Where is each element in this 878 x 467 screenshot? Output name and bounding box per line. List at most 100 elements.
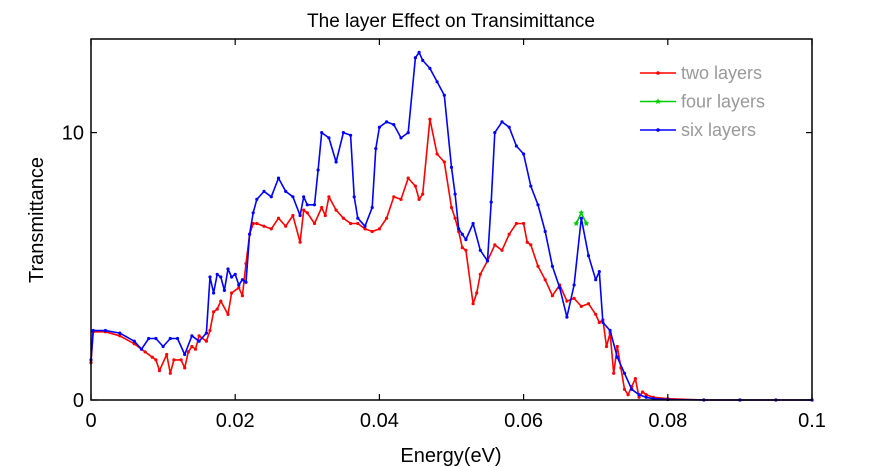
series-point-2-89: [630, 387, 634, 391]
series-point-2-71: [507, 125, 511, 129]
series-point-0-9: [165, 352, 169, 357]
series-point-2-70: [500, 120, 504, 124]
series-point-2-32: [284, 189, 288, 193]
series-point-0-60: [449, 205, 454, 210]
series-point-2-27: [251, 211, 255, 215]
series-point-2-54: [413, 56, 417, 60]
series-point-0-5: [143, 350, 147, 354]
series-point-2-26: [248, 232, 252, 236]
series-point-0-36: [298, 240, 302, 244]
legend-marker-0: [656, 71, 660, 75]
series-point-2-20: [226, 267, 230, 271]
legend-marker-1: [655, 98, 661, 105]
series-point-0-93: [626, 393, 630, 397]
series-point-2-65: [471, 221, 475, 226]
legend-marker-2: [656, 128, 660, 132]
series-point-2-64: [464, 238, 468, 242]
series-point-2-84: [597, 270, 601, 274]
series-point-2-35: [302, 195, 306, 199]
series-point-2-24: [240, 278, 244, 282]
series-point-2-81: [579, 216, 583, 220]
series-point-2-25: [244, 280, 248, 284]
series-point-0-54: [413, 184, 417, 188]
series-point-2-86: [608, 328, 612, 333]
series-1: [573, 209, 590, 227]
series-point-0-48: [370, 229, 374, 234]
series-point-2-88: [622, 371, 627, 375]
series-point-0-76: [536, 264, 540, 268]
series-point-0-58: [435, 152, 439, 156]
series-point-0-65: [471, 302, 475, 306]
series-point-0-21: [215, 307, 219, 311]
series-point-0-32: [269, 227, 273, 231]
series-point-0-12: [179, 358, 183, 362]
series-point-0-70: [500, 248, 504, 252]
series-point-0-83: [586, 302, 591, 306]
legend-item-0: two layers: [640, 63, 762, 83]
series-point-0-71: [507, 232, 511, 236]
legend-label-2: six layers: [681, 120, 756, 140]
series-point-0-30: [255, 221, 259, 226]
series-point-0-11: [172, 358, 176, 362]
series-point-0-95: [633, 377, 638, 381]
x-axis-label: Energy(eV): [400, 445, 501, 467]
series-point-0-35: [291, 213, 295, 218]
series-point-0-33: [276, 216, 281, 220]
series-point-0-20: [212, 310, 216, 314]
series-point-0-10: [168, 371, 172, 375]
x-tick-label-1: 0.02: [216, 410, 255, 432]
series-point-2-56: [421, 58, 425, 63]
series-point-0-89: [612, 371, 616, 375]
series-point-0-78: [550, 294, 555, 298]
series-point-0-97: [641, 390, 645, 394]
series-point-2-15: [208, 275, 212, 279]
series-point-2-45: [356, 216, 360, 220]
series-point-0-87: [604, 344, 609, 349]
series-point-0-41: [323, 213, 327, 218]
series-point-0-17: [197, 334, 201, 338]
series-point-2-67: [485, 259, 490, 263]
series-point-2-69: [493, 131, 497, 135]
series-point-2-40: [327, 136, 331, 140]
series-point-2-29: [262, 189, 266, 193]
legend-label-1: four layers: [681, 92, 765, 112]
series-point-2-38: [316, 168, 320, 172]
series-point-0-56: [421, 192, 425, 196]
series-point-0-53: [406, 176, 410, 180]
series-point-2-22: [233, 272, 237, 276]
series-point-2-51: [392, 123, 396, 127]
series-point-0-81: [572, 296, 576, 300]
series-point-0-64: [464, 248, 468, 252]
series-point-0-42: [327, 195, 331, 199]
series-point-0-46: [356, 221, 360, 226]
series-point-2-44: [352, 195, 356, 199]
series-point-0-67: [478, 272, 482, 276]
series-point-2-57: [428, 66, 432, 70]
series-point-0-50: [385, 216, 389, 220]
series-point-0-24: [230, 291, 234, 295]
series-point-2-13: [197, 339, 201, 343]
series-point-2-19: [222, 288, 226, 292]
series-point-2-68: [489, 200, 493, 204]
series-point-1-1: [578, 209, 585, 216]
series-point-0-7: [154, 358, 158, 362]
series-point-2-34: [298, 213, 302, 218]
series-point-0-13: [183, 366, 187, 370]
series-point-2-52: [399, 136, 403, 140]
series-point-2-36: [305, 203, 309, 207]
series-point-2-55: [417, 50, 421, 55]
series-point-0-16: [193, 347, 198, 351]
series-point-0-57: [428, 117, 432, 121]
series-point-2-37: [312, 203, 317, 207]
series-point-0-77: [543, 278, 547, 282]
series-point-2-49: [377, 125, 381, 129]
x-tick-label-2: 0.04: [360, 410, 399, 432]
legend: two layers four layers six layers: [640, 63, 765, 140]
series-point-0-40: [320, 205, 324, 210]
plot-frame: [90, 38, 813, 401]
series-point-2-14: [204, 331, 208, 335]
series-point-0-85: [597, 320, 601, 325]
series-point-2-33: [291, 195, 295, 199]
series-point-0-75: [529, 243, 533, 247]
